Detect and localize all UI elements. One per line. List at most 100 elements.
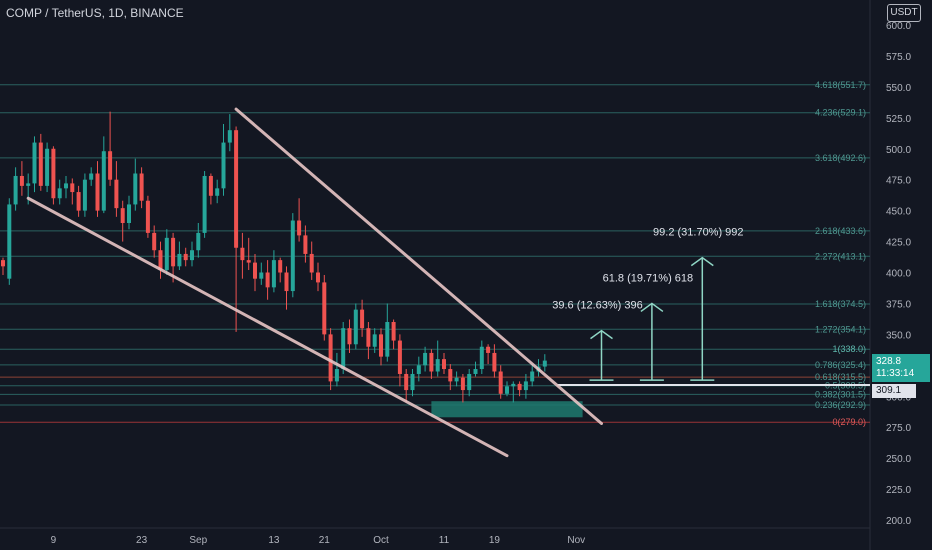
candle-down (145, 200, 150, 233)
candle-down (366, 328, 371, 347)
candle-up (523, 381, 528, 391)
y-tick-label: 375.0 (886, 299, 911, 310)
y-tick-label: 600.0 (886, 21, 911, 32)
fib-level-label: 0.236(292.9) (815, 400, 866, 410)
trend-line (26, 196, 509, 458)
fib-level-label: 3.618(492.6) (815, 153, 866, 163)
fib-level-label: 1.272(354.1) (815, 324, 866, 334)
candle-up (127, 204, 131, 223)
candle-down (183, 253, 188, 261)
projection-arrow-head (640, 302, 664, 313)
level-price-label: 309.1 (872, 384, 916, 398)
candle-down (429, 352, 434, 372)
y-tick-label: 225.0 (886, 485, 911, 496)
x-tick-label: 11 (439, 535, 450, 546)
candle-up (133, 173, 138, 205)
projection-label: 39.6 (12.63%) 396 (552, 300, 643, 312)
candle-up (372, 334, 377, 347)
x-tick-label: 13 (268, 535, 280, 546)
candle-up (190, 250, 194, 261)
fib-level-label: 0(279.0) (832, 417, 866, 427)
candle-down (486, 346, 491, 353)
candle-down (309, 253, 314, 273)
candle-up (32, 142, 37, 184)
support-zone (431, 401, 583, 418)
y-tick-label: 575.0 (886, 52, 911, 63)
candle-down (347, 328, 352, 345)
candle-up (423, 352, 428, 366)
candle-down (171, 237, 176, 267)
candle-down (265, 272, 270, 288)
fib-level-label: 2.272(413.1) (815, 251, 866, 261)
candle-up (64, 183, 68, 189)
y-tick-label: 525.0 (886, 114, 911, 125)
candle-down (139, 173, 144, 201)
chart-title: COMP / TetherUS, 1D, BINANCE (6, 6, 184, 20)
candle-up (13, 175, 18, 205)
candle-up (57, 188, 62, 199)
candle-up (334, 369, 339, 382)
y-tick-label: 250.0 (886, 454, 911, 465)
candle-up (89, 173, 94, 180)
fib-level-label: 4.618(551.7) (815, 80, 866, 90)
projection-label: 99.2 (31.70%) 992 (653, 227, 744, 239)
candle-down (208, 175, 213, 196)
trend-line (234, 107, 603, 425)
candle-up (385, 322, 390, 357)
candle-down (517, 383, 522, 391)
candle-down (95, 173, 100, 211)
candle-down (448, 369, 453, 382)
y-tick-label: 275.0 (886, 423, 911, 434)
candle-down (379, 334, 383, 357)
x-tick-label: 23 (136, 535, 148, 546)
y-tick-label: 200.0 (886, 516, 911, 527)
candle-up (410, 373, 415, 391)
candle-down (1, 260, 5, 267)
last-price-value: 328.8 (876, 356, 902, 367)
candle-down (234, 130, 239, 248)
candle-up (467, 373, 472, 391)
candle-up (196, 232, 201, 251)
candle-down (328, 334, 333, 382)
candle-down (278, 260, 283, 273)
candle-down (442, 359, 446, 370)
y-tick-label: 550.0 (886, 83, 911, 94)
candle-down (284, 272, 289, 292)
y-tick-label: 400.0 (886, 269, 911, 280)
y-tick-label: 475.0 (886, 176, 911, 187)
y-tick-label: 450.0 (886, 207, 911, 218)
candle-up (479, 346, 484, 370)
y-tick-label: 500.0 (886, 145, 911, 156)
candle-up (473, 369, 478, 374)
candle-down (51, 148, 56, 199)
candle-down (316, 272, 320, 283)
fib-level-label: 0.382(301.5) (815, 389, 866, 399)
candle-down (152, 232, 157, 251)
candle-down (404, 373, 409, 391)
candle-up (259, 272, 264, 279)
candle-up (530, 371, 535, 382)
y-tick-label: 425.0 (886, 238, 911, 249)
candle-up (511, 383, 516, 387)
projection-label: 61.8 (19.71%) 618 (603, 272, 694, 284)
candle-down (120, 208, 125, 223)
candle-down (76, 192, 81, 211)
candle-down (38, 142, 43, 186)
candle-up (505, 386, 509, 394)
candle-up (7, 204, 12, 279)
candle-up (101, 151, 106, 211)
candle-up (221, 142, 226, 189)
candle-down (240, 247, 245, 261)
candle-up (45, 148, 50, 186)
candle-down (253, 262, 257, 279)
x-tick-label: 19 (489, 535, 501, 546)
currency-selector-button[interactable]: USDT (887, 4, 921, 22)
candle-up (227, 130, 232, 143)
candle-down (322, 282, 327, 335)
fib-level-label: 1.618(374.5) (815, 299, 866, 309)
candle-down (158, 250, 163, 271)
candle-up (177, 253, 182, 267)
last-price-label: 328.8 11:33:14 (872, 354, 930, 382)
candle-down (70, 183, 75, 193)
